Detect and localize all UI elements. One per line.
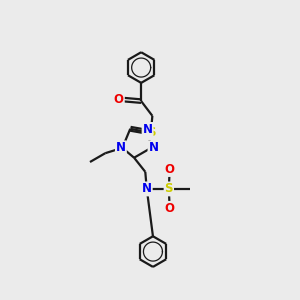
Text: O: O <box>164 163 174 176</box>
Text: O: O <box>114 93 124 106</box>
Text: N: N <box>148 141 158 154</box>
Text: N: N <box>142 182 152 195</box>
Text: O: O <box>164 202 174 215</box>
Text: N: N <box>116 141 126 154</box>
Text: S: S <box>147 126 155 140</box>
Text: S: S <box>165 182 173 195</box>
Text: N: N <box>142 123 153 136</box>
